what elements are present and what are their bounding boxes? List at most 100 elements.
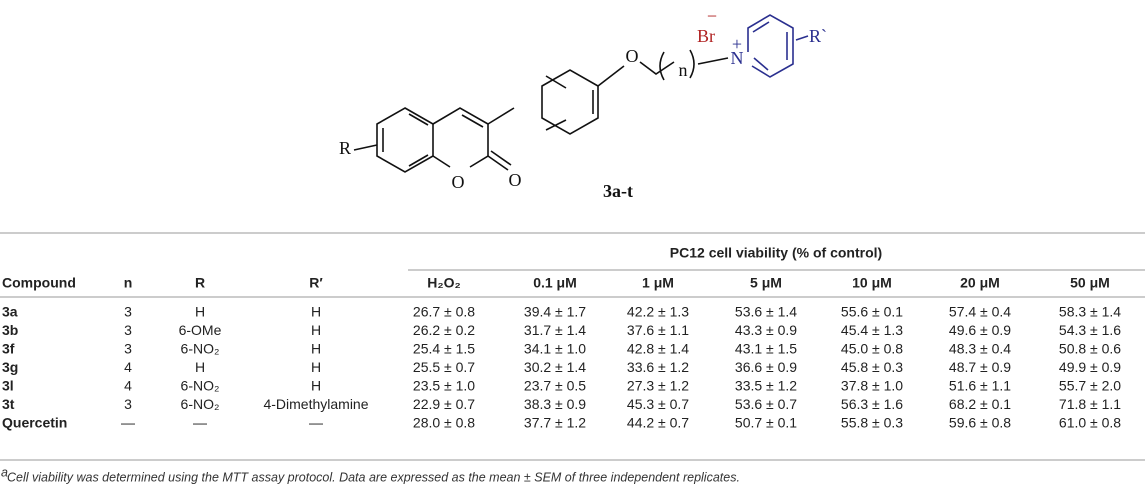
cell: 58.3 ± 1.4 (1059, 304, 1121, 320)
cell: 71.8 ± 1.1 (1059, 396, 1121, 412)
cell: H (311, 359, 321, 375)
table: PC12 cell viability (% of control) Compou… (0, 232, 1145, 461)
cell: 43.3 ± 0.9 (735, 322, 797, 338)
structure-n: n (679, 60, 688, 80)
group-header: PC12 cell viability (% of control) (670, 245, 882, 261)
cell: 42.8 ± 1.4 (627, 341, 689, 357)
phenyl-ring (541, 69, 599, 135)
cell: 6-NO₂ (181, 378, 220, 394)
cell: 25.4 ± 1.5 (413, 341, 475, 357)
cell: 3 (124, 304, 132, 320)
cell: H (311, 341, 321, 357)
cell: 45.3 ± 0.7 (627, 396, 689, 412)
structure-r: R (339, 138, 351, 158)
column-header: 0.1 μM (533, 275, 577, 291)
structure-carbonyl-o: O (509, 170, 522, 190)
benzo-ring (376, 107, 434, 173)
cell: 51.6 ± 1.1 (949, 378, 1011, 394)
structure-br: Br (697, 26, 715, 46)
structure-bonds (353, 49, 729, 173)
cell: 37.7 ± 1.2 (524, 415, 586, 431)
cell: 30.2 ± 1.4 (524, 359, 586, 375)
cell: 6-OMe (179, 322, 222, 338)
cell: 53.6 ± 1.4 (735, 304, 797, 320)
column-header: H₂O₂ (427, 275, 460, 291)
cell: 50.8 ± 0.6 (1059, 341, 1121, 357)
footnote-marker: a (1, 465, 8, 479)
cell: — (193, 415, 207, 431)
cell: H (311, 378, 321, 394)
cell: — (309, 415, 323, 431)
pyridine-ring (747, 14, 809, 78)
structure-plus: + (732, 34, 742, 54)
cell: 59.6 ± 0.8 (949, 415, 1011, 431)
cell: 26.2 ± 0.2 (413, 322, 475, 338)
cell: 36.6 ± 0.9 (735, 359, 797, 375)
cell: 49.6 ± 0.9 (949, 322, 1011, 338)
cell: 25.5 ± 0.7 (413, 359, 475, 375)
structure-n: N (731, 48, 744, 68)
structure-label: 3a-t (603, 181, 633, 201)
cell: 56.3 ± 1.6 (841, 396, 903, 412)
cell: 43.1 ± 1.5 (735, 341, 797, 357)
cell: 45.8 ± 0.3 (841, 359, 903, 375)
row-header: Quercetin (2, 415, 67, 431)
cell: 49.9 ± 0.9 (1059, 359, 1121, 375)
cell: 44.2 ± 0.7 (627, 415, 689, 431)
cell: 4 (124, 378, 132, 394)
structure-labels: R O O O Br−+Nn R` 3a-t (339, 6, 827, 201)
cell: 26.7 ± 0.8 (413, 304, 475, 320)
cell: 34.1 ± 1.0 (524, 341, 586, 357)
column-header: 50 μM (1070, 275, 1110, 291)
cell: 27.3 ± 1.2 (627, 378, 689, 394)
cell: 45.4 ± 1.3 (841, 322, 903, 338)
cell: 42.2 ± 1.3 (627, 304, 689, 320)
cell: 57.4 ± 0.4 (949, 304, 1011, 320)
cell: 22.9 ± 0.7 (413, 396, 475, 412)
cell: 54.3 ± 1.6 (1059, 322, 1121, 338)
cell: 33.5 ± 1.2 (735, 378, 797, 394)
cell: 23.7 ± 0.5 (524, 378, 586, 394)
cell: 39.4 ± 1.7 (524, 304, 586, 320)
structure-ring-o: O (452, 172, 465, 192)
cell: 4-Dimethylamine (263, 396, 368, 412)
cell: 6-NO₂ (181, 396, 220, 412)
cell: 68.2 ± 0.1 (949, 396, 1011, 412)
cell: 55.7 ± 2.0 (1059, 378, 1121, 394)
structure-r-prime: R` (809, 26, 827, 46)
column-header: 10 μM (852, 275, 892, 291)
row-header: 3g (2, 359, 18, 375)
cell: 4 (124, 359, 132, 375)
cell: 45.0 ± 0.8 (841, 341, 903, 357)
column-header: n (124, 275, 133, 291)
cell: H (311, 322, 321, 338)
structure-minus: − (707, 6, 717, 26)
cell: — (121, 415, 135, 431)
cell: 28.0 ± 0.8 (413, 415, 475, 431)
cell: H (311, 304, 321, 320)
cell: 37.6 ± 1.1 (627, 322, 689, 338)
row-header: 3f (2, 341, 15, 357)
cell: 6-NO₂ (181, 341, 220, 357)
cell: H (195, 304, 205, 320)
cell: 48.7 ± 0.9 (949, 359, 1011, 375)
cell: H (195, 359, 205, 375)
cell: 53.6 ± 0.7 (735, 396, 797, 412)
structure-ether-o: O (626, 46, 639, 66)
cell: 55.6 ± 0.1 (841, 304, 903, 320)
column-header: R (195, 275, 205, 291)
footnote: Cell viability was determined using the … (7, 470, 740, 484)
row-header: 3b (2, 322, 18, 338)
cell: 37.8 ± 1.0 (841, 378, 903, 394)
row-header: 3l (2, 378, 14, 394)
cell: 38.3 ± 0.9 (524, 396, 586, 412)
column-header: 20 μM (960, 275, 1000, 291)
column-header: R′ (309, 275, 323, 291)
row-header: 3t (2, 396, 15, 412)
cell: 61.0 ± 0.8 (1059, 415, 1121, 431)
cell: 31.7 ± 1.4 (524, 322, 586, 338)
row-header: 3a (2, 304, 18, 320)
cell: 3 (124, 396, 132, 412)
